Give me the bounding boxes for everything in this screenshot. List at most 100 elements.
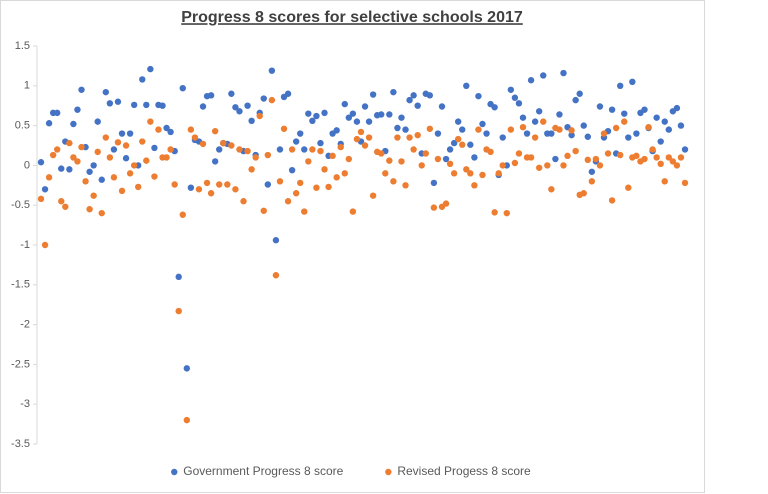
point xyxy=(183,416,191,424)
point xyxy=(276,178,284,185)
point xyxy=(118,187,126,195)
point xyxy=(195,186,203,193)
point xyxy=(313,184,320,191)
point xyxy=(552,155,559,163)
point xyxy=(386,157,393,164)
point xyxy=(106,154,114,161)
point xyxy=(641,155,648,163)
point xyxy=(515,100,523,107)
point xyxy=(106,100,114,107)
point xyxy=(216,146,223,153)
point xyxy=(292,190,300,197)
point xyxy=(163,154,170,161)
point xyxy=(588,178,596,185)
point xyxy=(560,162,567,169)
point xyxy=(313,112,320,120)
legend-marker xyxy=(171,468,178,476)
point xyxy=(74,158,81,165)
point xyxy=(507,86,515,93)
point xyxy=(503,209,510,217)
point xyxy=(519,123,527,131)
point xyxy=(130,162,138,169)
point xyxy=(175,307,182,315)
point xyxy=(454,135,462,143)
point xyxy=(394,134,401,141)
point xyxy=(540,72,547,79)
point xyxy=(171,181,178,188)
y-tick-label: 0 xyxy=(24,159,30,171)
point xyxy=(459,126,466,133)
point xyxy=(118,130,126,137)
point xyxy=(523,130,531,137)
point xyxy=(268,96,276,104)
point xyxy=(369,192,377,199)
point xyxy=(292,138,300,145)
point xyxy=(499,162,506,169)
point xyxy=(507,126,515,133)
legend-label: Government Progress 8 score xyxy=(183,464,343,478)
point xyxy=(491,104,498,111)
point xyxy=(653,114,660,121)
point xyxy=(325,183,332,191)
point xyxy=(515,150,523,157)
point xyxy=(187,126,195,133)
point xyxy=(645,123,652,131)
point xyxy=(398,114,405,121)
point xyxy=(114,98,122,105)
point xyxy=(535,164,543,171)
point xyxy=(272,272,280,279)
point xyxy=(499,134,506,141)
point xyxy=(673,104,681,112)
point xyxy=(430,179,438,187)
point xyxy=(621,110,628,117)
point xyxy=(621,118,628,125)
point xyxy=(139,138,146,145)
point xyxy=(527,154,535,161)
point xyxy=(187,184,195,191)
point xyxy=(70,154,77,161)
point xyxy=(548,186,555,193)
point xyxy=(511,159,519,167)
point xyxy=(438,103,446,110)
point xyxy=(126,170,134,177)
point xyxy=(572,96,579,104)
point xyxy=(54,146,61,153)
point xyxy=(657,138,664,145)
point xyxy=(633,130,640,137)
point xyxy=(394,124,401,132)
point xyxy=(78,86,85,93)
point xyxy=(309,146,316,153)
point xyxy=(288,166,296,174)
point xyxy=(199,140,207,148)
point xyxy=(434,155,442,163)
point xyxy=(62,203,69,210)
point xyxy=(487,148,494,156)
point xyxy=(220,139,227,147)
y-tick-label: -1 xyxy=(20,239,30,251)
point xyxy=(398,158,405,165)
point xyxy=(244,102,251,109)
point xyxy=(454,118,462,125)
point xyxy=(418,162,425,169)
point xyxy=(41,241,49,249)
point xyxy=(122,142,130,149)
point xyxy=(203,179,211,187)
point xyxy=(272,237,280,244)
point xyxy=(406,96,413,104)
point xyxy=(673,162,681,169)
point xyxy=(151,144,158,152)
point xyxy=(446,160,454,168)
point xyxy=(353,135,361,143)
chart-title: Progress 8 scores for selective schools … xyxy=(181,9,523,26)
point xyxy=(122,155,130,162)
point xyxy=(661,118,668,125)
point xyxy=(616,151,624,159)
point xyxy=(467,170,474,177)
point xyxy=(568,131,575,139)
point xyxy=(341,100,348,108)
point xyxy=(459,141,466,148)
point xyxy=(207,190,215,197)
point xyxy=(479,120,486,128)
point xyxy=(317,147,324,155)
point xyxy=(329,152,336,160)
